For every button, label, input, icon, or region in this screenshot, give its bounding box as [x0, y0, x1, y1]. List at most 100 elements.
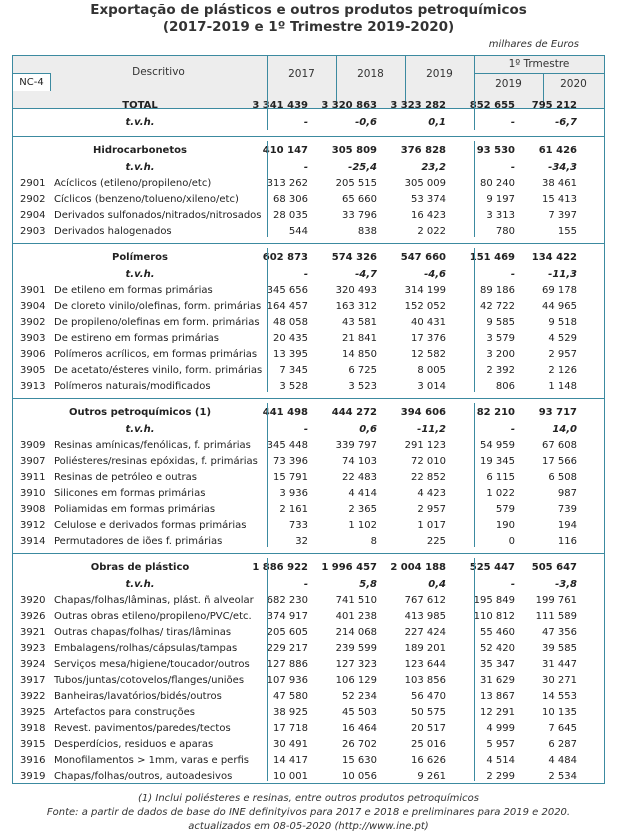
- tvh-label: t.v.h.: [125, 269, 155, 280]
- table-header: Descritivo NC-4 2017 2018 2019 1º Trmest…: [13, 56, 604, 109]
- row-description: Polímeros acrílicos, em formas primárias: [54, 349, 258, 360]
- section-name: Polímeros: [111, 252, 168, 263]
- value-cell: 65 660: [342, 194, 377, 205]
- value-cell: 93 530: [476, 145, 515, 156]
- value-cell: 505 647: [531, 562, 577, 573]
- tvh-cell: 0,4: [428, 579, 446, 590]
- value-cell: 3 014: [417, 381, 446, 392]
- nc4-code: 3902: [20, 317, 46, 328]
- value-cell: 8: [370, 536, 377, 547]
- table-row: 3923 Embalagens/rolhas/cápsulas/tampas 229…: [13, 641, 604, 657]
- value-cell: 61 426: [538, 145, 577, 156]
- nc4-code: 3919: [20, 771, 46, 782]
- table-row: 3925 Artefactos para construções 38 925 45 …: [13, 705, 604, 721]
- value-cell: 30 491: [273, 739, 308, 750]
- value-cell: 394 606: [400, 407, 446, 418]
- value-cell: 1 886 922: [252, 562, 308, 573]
- nc4-code: 3914: [20, 536, 46, 547]
- table-row: 3921 Outras chapas/folhas/ tiras/lâminas 2…: [13, 625, 604, 641]
- value-cell: 116: [557, 536, 577, 547]
- value-cell: 111 589: [535, 611, 577, 622]
- row-description: Serviços mesa/higiene/toucador/outros: [54, 659, 250, 670]
- value-cell: 9 518: [548, 317, 577, 328]
- table-row: 3913 Polímeros naturais/modificados 3 528 3…: [13, 379, 604, 395]
- value-cell: 80 240: [480, 178, 515, 189]
- row-description: Polímeros naturais/modificados: [54, 381, 211, 392]
- value-cell: 33 796: [342, 210, 377, 221]
- tvh-cell: -6,7: [555, 117, 577, 128]
- tvh-label: t.v.h.: [125, 579, 155, 590]
- section-name: TOTAL: [122, 100, 158, 111]
- tvh-cell: -: [510, 424, 515, 435]
- value-cell: 44 965: [542, 301, 577, 312]
- page-title: Exportação de plásticos e outros produto…: [90, 2, 527, 18]
- value-cell: 2 126: [548, 365, 577, 376]
- header-quarter-2019: 2019: [495, 78, 522, 90]
- row-description: Desperdícios, residuos e aparas: [54, 739, 214, 750]
- value-cell: 38 925: [273, 707, 308, 718]
- value-cell: 6 287: [548, 739, 577, 750]
- value-cell: 12 291: [480, 707, 515, 718]
- value-cell: 2 957: [548, 349, 577, 360]
- nc4-code: 3904: [20, 301, 46, 312]
- value-cell: 68 306: [273, 194, 308, 205]
- row-description: Artefactos para construções: [54, 707, 196, 718]
- tvh-cell: -11,3: [548, 269, 577, 280]
- row-description: Embalagens/rolhas/cápsulas/tampas: [54, 643, 238, 654]
- section-total-row: Obras de plástico 1 886 922 1 996 457 2 004…: [13, 560, 604, 576]
- value-cell: 106 129: [335, 675, 377, 686]
- value-cell: 4 999: [486, 723, 515, 734]
- value-cell: 3 341 439: [252, 100, 308, 111]
- value-cell: 127 323: [335, 659, 377, 670]
- tvh-label: t.v.h.: [125, 424, 155, 435]
- section-total-row: Hidrocarbonetos 410 147 305 809 376 828 93 5…: [13, 143, 604, 159]
- value-cell: 3 200: [486, 349, 515, 360]
- value-cell: 17 718: [273, 723, 308, 734]
- value-cell: 82 210: [476, 407, 515, 418]
- table-row: 3909 Resinas amínicas/fenólicas, f. primá…: [13, 438, 604, 454]
- value-cell: 2 004 188: [390, 562, 446, 573]
- section-divider: [13, 243, 604, 244]
- value-cell: 22 483: [342, 472, 377, 483]
- value-cell: 227 424: [404, 627, 446, 638]
- table-row: 3912 Celulose e derivados formas primária…: [13, 518, 604, 534]
- footnote: (1) Inclui poliésteres e resinas, entre …: [138, 793, 479, 804]
- value-cell: 8 005: [417, 365, 446, 376]
- table-row: 3906 Polímeros acrílicos, em formas primá…: [13, 347, 604, 363]
- tvh-cell: -: [303, 424, 308, 435]
- value-cell: 72 010: [411, 456, 446, 467]
- header-quarter: 1º Trmestre: [508, 58, 570, 70]
- value-cell: 3 936: [279, 488, 308, 499]
- row-description: De acetato/ésteres vinilo, form. primári…: [54, 365, 263, 376]
- value-cell: 852 655: [469, 100, 515, 111]
- value-cell: 3 323 282: [390, 100, 446, 111]
- value-cell: 103 856: [404, 675, 446, 686]
- value-cell: 31 447: [542, 659, 577, 670]
- value-cell: 9 261: [417, 771, 446, 782]
- table-row: 3916 Monofilamentos > 1mm, varas e perfis…: [13, 753, 604, 769]
- value-cell: 93 717: [538, 407, 577, 418]
- value-cell: 190: [495, 520, 515, 531]
- value-cell: 7 397: [548, 210, 577, 221]
- nc4-code: 3921: [20, 627, 46, 638]
- nc4-code: 3912: [20, 520, 46, 531]
- value-cell: 413 985: [404, 611, 446, 622]
- section-divider: [13, 553, 604, 554]
- header-year-2018: 2018: [357, 68, 384, 80]
- tvh-row: t.v.h. - -0,6 0,1 - -6,7: [13, 115, 604, 131]
- row-description: Outras chapas/folhas/ tiras/lâminas: [54, 627, 232, 638]
- value-cell: 4 529: [548, 333, 577, 344]
- value-cell: 291 123: [404, 440, 446, 451]
- row-description: Resinas de petróleo e outras: [54, 472, 197, 483]
- tvh-cell: -: [510, 269, 515, 280]
- value-cell: 110 812: [473, 611, 515, 622]
- nc4-code: 3907: [20, 456, 46, 467]
- nc4-code: 2903: [20, 226, 46, 237]
- value-cell: 164 457: [266, 301, 308, 312]
- section-total-row: Outros petroquímicos (1) 441 498 444 272 39…: [13, 405, 604, 421]
- value-cell: 25 016: [411, 739, 446, 750]
- tvh-row: t.v.h. - -4,7 -4,6 - -11,3: [13, 267, 604, 283]
- value-cell: 4 514: [486, 755, 515, 766]
- value-cell: 441 498: [262, 407, 308, 418]
- header-nc4: NC-4: [13, 73, 51, 91]
